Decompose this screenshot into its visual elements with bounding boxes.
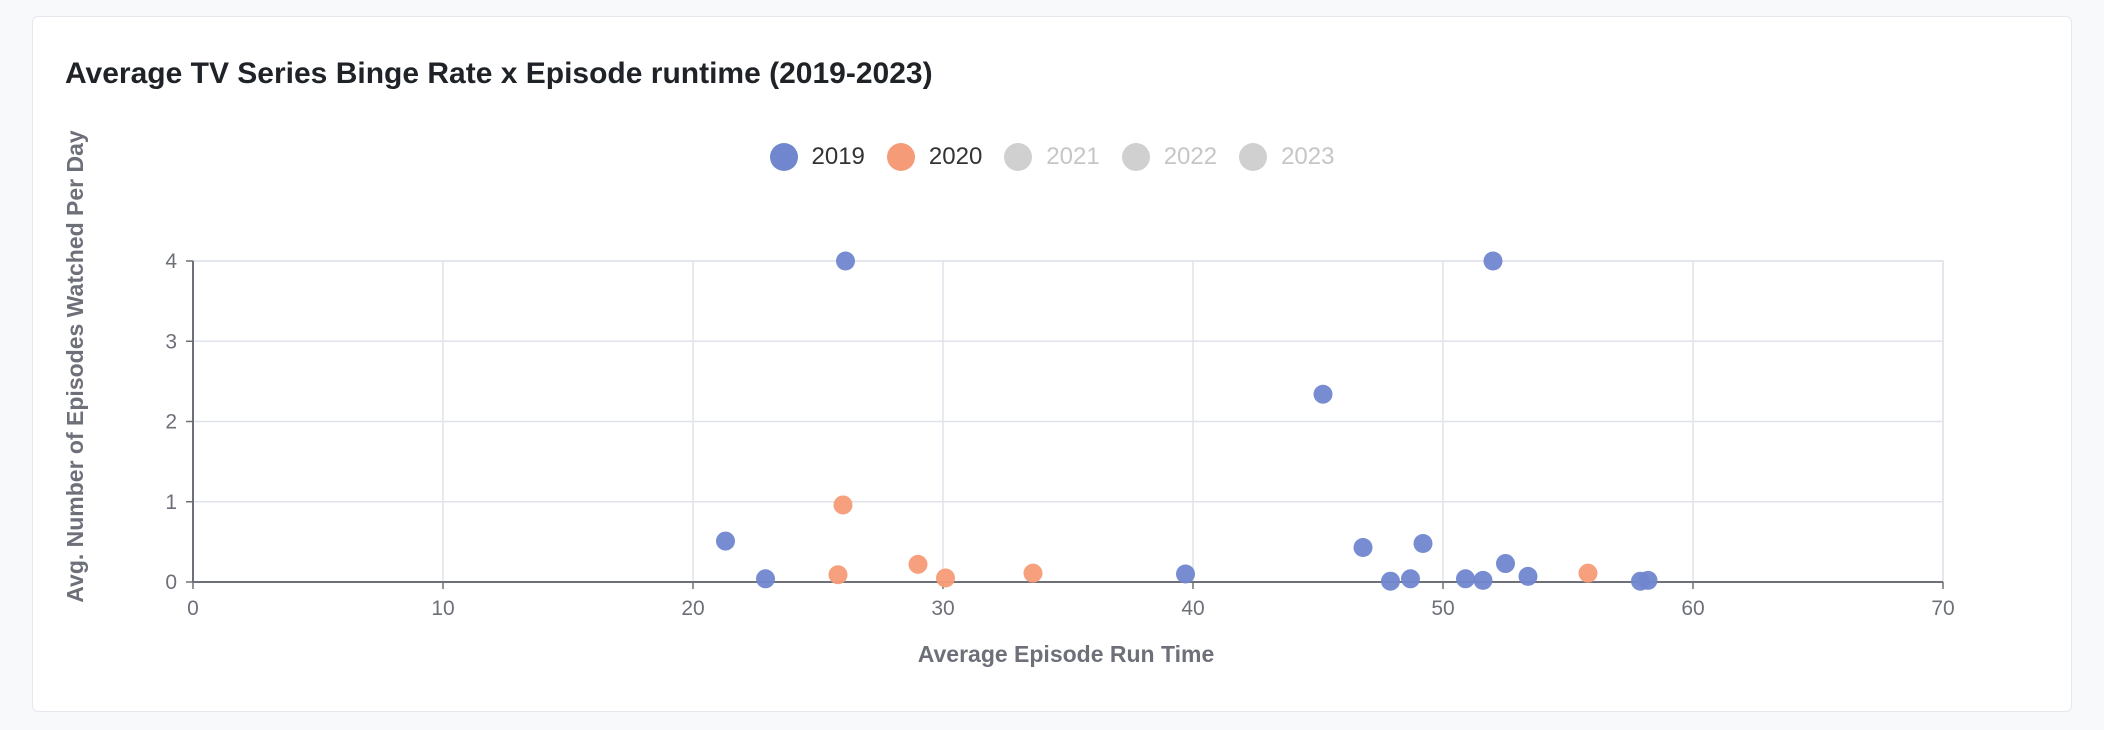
data-point-2019 bbox=[1413, 533, 1433, 553]
legend-label: 2019 bbox=[811, 143, 865, 170]
data-point-2020 bbox=[908, 554, 928, 574]
x-tick-label: 30 bbox=[931, 597, 954, 620]
legend-label: 2023 bbox=[1281, 143, 1335, 170]
x-tick-label: 20 bbox=[681, 597, 704, 620]
x-tick-label: 50 bbox=[1431, 597, 1454, 620]
x-tick-label: 60 bbox=[1681, 597, 1704, 620]
legend-item-2020[interactable]: 2020 bbox=[886, 143, 983, 171]
data-point-2019 bbox=[1496, 554, 1515, 574]
y-axis-title: Avg. Number of Episodes Watched Per Day bbox=[62, 130, 88, 603]
data-point-2019 bbox=[1313, 384, 1333, 404]
legend-item-2021[interactable]: 2021 bbox=[1004, 143, 1100, 171]
data-point-2019 bbox=[716, 531, 735, 551]
data-point-2019 bbox=[1473, 570, 1493, 590]
chart-title: Average TV Series Binge Rate x Episode r… bbox=[65, 57, 933, 90]
data-point-2020 bbox=[833, 495, 853, 515]
data-point-2019 bbox=[1176, 564, 1195, 584]
data-point-2019 bbox=[1638, 570, 1658, 590]
legend-item-2019[interactable]: 2019 bbox=[769, 143, 865, 171]
data-point-2019 bbox=[1353, 537, 1373, 557]
scatter-plot: 0 10 20 30 40 50 60 70 0 1 2 3 4 Average Episode Run … bbox=[62, 130, 1955, 667]
data-point-2020 bbox=[828, 565, 848, 585]
legend-swatch bbox=[1004, 143, 1033, 171]
legend-item-2023[interactable]: 2023 bbox=[1239, 143, 1334, 171]
legend-swatch bbox=[886, 143, 915, 171]
legend-swatch bbox=[769, 143, 798, 171]
y-tick-label: 3 bbox=[165, 330, 177, 353]
x-tick-label: 0 bbox=[187, 597, 199, 620]
y-tick-label: 0 bbox=[165, 571, 177, 594]
y-tick-label: 1 bbox=[165, 491, 177, 514]
data-point-2019 bbox=[836, 251, 855, 271]
y-tick-label: 2 bbox=[165, 411, 177, 434]
x-axis-title: Average Episode Run Time bbox=[918, 641, 1215, 667]
chart-card: Average TV Series Binge Rate x Episode r… bbox=[32, 16, 2072, 712]
data-point-2020 bbox=[936, 568, 955, 588]
legend: 2019 2020 2021 2022 2023 bbox=[33, 143, 2071, 171]
data-point-2019 bbox=[1401, 569, 1420, 589]
x-tick-label: 40 bbox=[1181, 597, 1204, 620]
x-tick-label: 70 bbox=[1931, 597, 1954, 620]
legend-swatch bbox=[1239, 143, 1268, 171]
data-point-2019 bbox=[1381, 571, 1400, 591]
x-tick-label: 10 bbox=[431, 597, 454, 620]
data-point-2020 bbox=[1023, 563, 1043, 583]
data-point-2020 bbox=[1578, 563, 1598, 583]
legend-swatch bbox=[1121, 143, 1150, 171]
legend-item-2022[interactable]: 2022 bbox=[1121, 143, 1218, 171]
legend-label: 2020 bbox=[928, 143, 983, 170]
y-tick-label: 4 bbox=[165, 250, 177, 273]
data-point-2019 bbox=[1483, 251, 1503, 271]
data-point-2019 bbox=[1518, 566, 1538, 586]
legend-label: 2021 bbox=[1046, 143, 1100, 170]
data-point-2019 bbox=[1456, 569, 1475, 589]
legend-label: 2022 bbox=[1163, 143, 1218, 170]
data-point-2019 bbox=[756, 569, 775, 589]
